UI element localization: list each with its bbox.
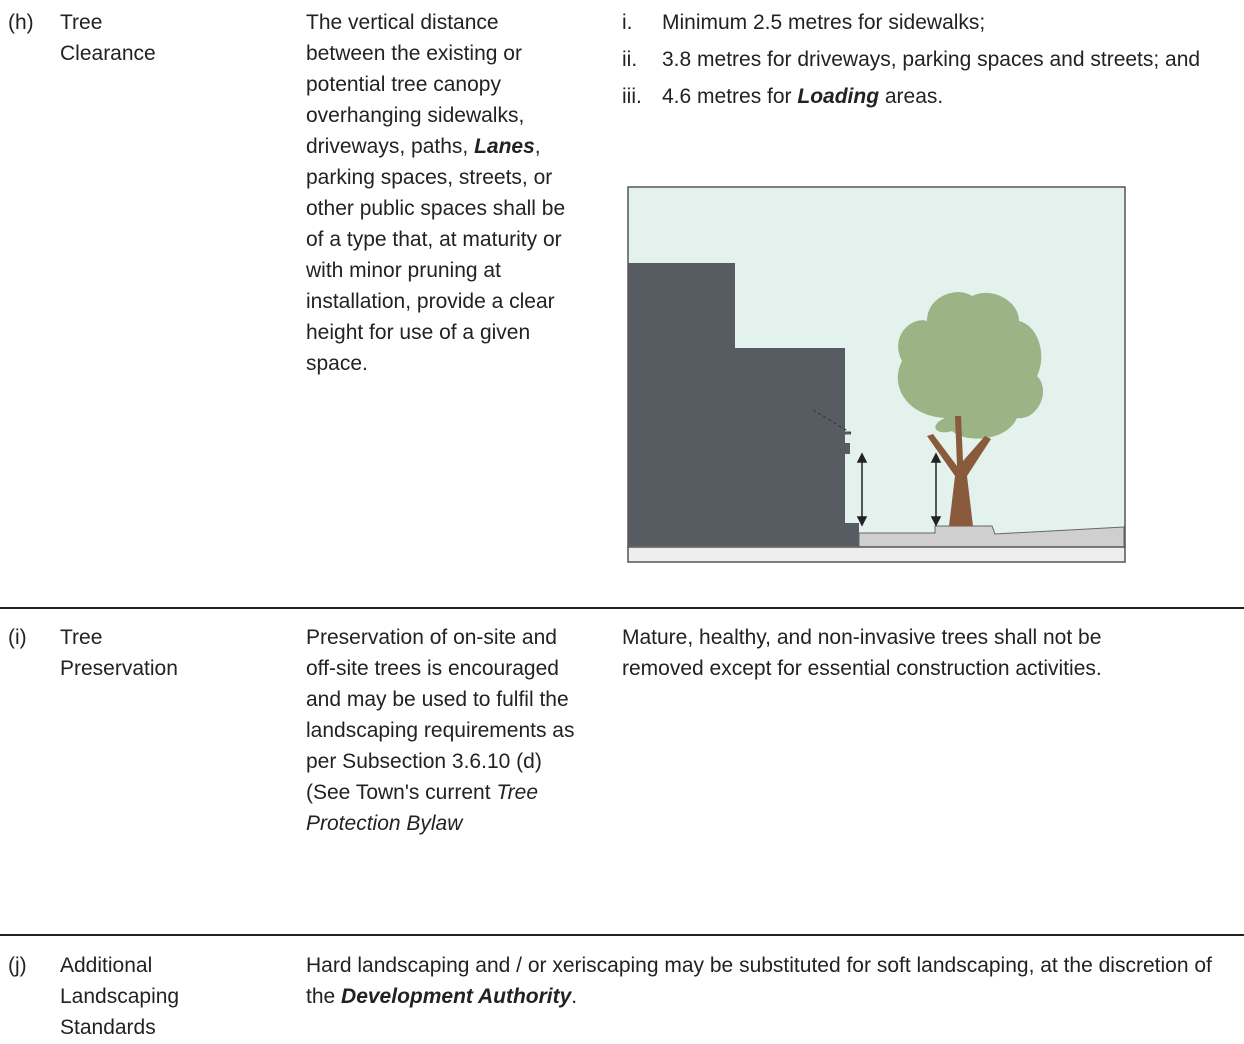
defined-term: Development Authority xyxy=(341,985,572,1008)
list-item: i. Minimum 2.5 metres for sidewalks; xyxy=(622,7,1237,38)
list-item: iii. 4.6 metres for Loading areas. xyxy=(622,81,1237,112)
tree-clearance-diagram xyxy=(627,186,1126,563)
text: 4.6 metres for xyxy=(662,85,798,108)
row-label: (i) xyxy=(8,626,27,649)
row-title: Tree Clearance xyxy=(60,11,156,65)
bylaw-name: Tree Protection Bylaw xyxy=(306,781,538,835)
defined-term: Loading xyxy=(797,85,880,108)
row-description: The vertical distance between the existi… xyxy=(306,7,581,379)
marker: ii. xyxy=(622,48,638,71)
text: Preservation of on-site and off-site tre… xyxy=(306,626,575,804)
text: 3.8 metres for driveways, parking spaces… xyxy=(662,48,1201,71)
row-description: Preservation of on-site and off-site tre… xyxy=(306,622,581,839)
defined-term: Lanes xyxy=(474,135,535,158)
row-description: Hard landscaping and / or xeriscaping ma… xyxy=(306,950,1226,1012)
text: . xyxy=(571,985,578,1008)
divider xyxy=(0,607,1244,609)
requirements: i. Minimum 2.5 metres for sidewalks; ii. 3… xyxy=(622,7,1237,118)
text: , parking spaces, streets, or other publ… xyxy=(306,135,566,375)
list-item: ii. 3.8 metres for driveways, parking spa… xyxy=(622,44,1237,75)
row-title: Additional Landscaping Standards xyxy=(60,954,180,1039)
marker: iii. xyxy=(622,85,642,108)
text: Hard landscaping and / or xeriscaping ma… xyxy=(306,954,1212,1008)
text: areas. xyxy=(879,85,944,108)
text: Minimum 2.5 metres for sidewalks; xyxy=(662,11,986,34)
marker: i. xyxy=(622,11,633,34)
text: The vertical distance between the existi… xyxy=(306,11,525,158)
row-title: Tree Preservation xyxy=(60,626,178,680)
requirements: Mature, healthy, and non-invasive trees … xyxy=(622,626,1102,680)
row-label: (h) xyxy=(8,11,34,34)
divider xyxy=(0,934,1244,936)
row-label: (j) xyxy=(8,954,27,977)
